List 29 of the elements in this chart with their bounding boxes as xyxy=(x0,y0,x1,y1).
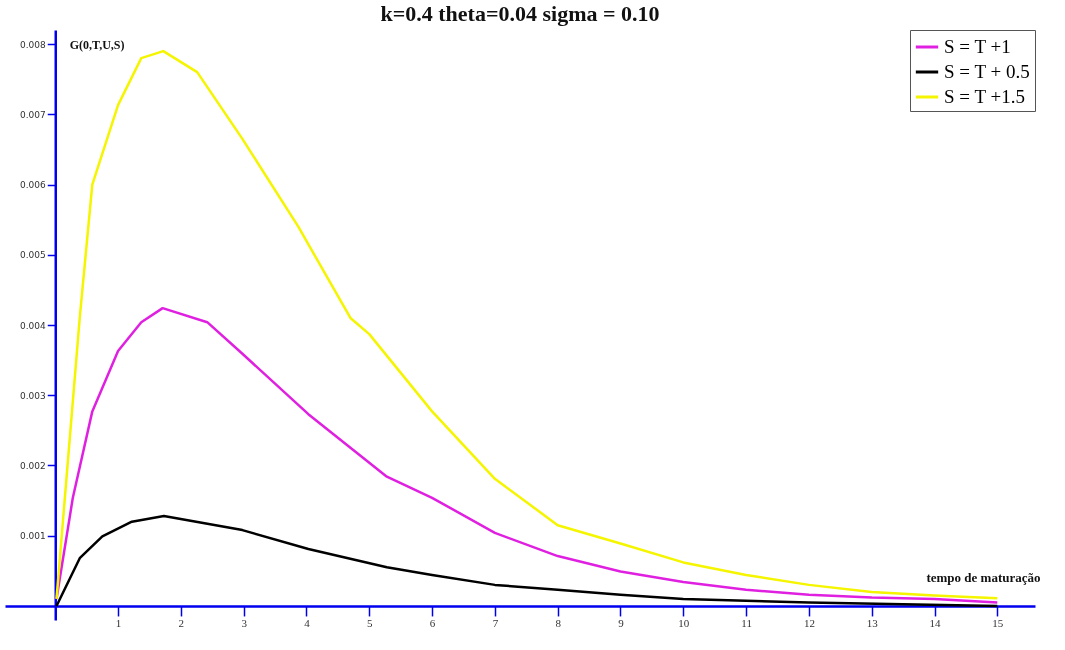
x-tick-label: 9 xyxy=(618,617,625,630)
x-tick-label: 6 xyxy=(429,617,436,630)
y-tick-label: 0.002 xyxy=(19,460,46,471)
x-tick-label: 8 xyxy=(555,617,562,630)
x-tick-label: 1 xyxy=(115,617,122,630)
y-tick-label: 0.008 xyxy=(19,39,47,50)
y-tick-label: 0.006 xyxy=(19,180,47,191)
y-tick-label: 0.005 xyxy=(19,250,46,261)
legend-label: S = T +1.5 xyxy=(944,86,1025,107)
x-tick-label: 5 xyxy=(367,617,374,630)
x-tick-label: 14 xyxy=(929,617,942,630)
y-tick-label: 0.003 xyxy=(19,390,46,401)
x-tick-label: 10 xyxy=(678,617,690,630)
x-tick-label: 2 xyxy=(178,617,185,630)
x-tick-label: 13 xyxy=(866,617,879,630)
y-tick-label: 0.004 xyxy=(19,320,47,331)
legend-label: S = T +1 xyxy=(944,36,1011,57)
x-tick-label: 4 xyxy=(304,617,311,630)
x-tick-label: 7 xyxy=(492,617,499,630)
x-tick-label: 15 xyxy=(992,617,1004,630)
y-axis-title: G(0,T,U,S) xyxy=(69,37,125,52)
legend-label: S = T + 0.5 xyxy=(944,61,1030,82)
y-tick-label: 0.007 xyxy=(19,109,46,120)
y-tick-label: 0.001 xyxy=(19,531,46,542)
x-tick-label: 12 xyxy=(803,617,815,630)
x-tick-label: 11 xyxy=(741,617,752,630)
x-tick-label: 3 xyxy=(241,617,248,630)
chart-title: k=0.4 theta=0.04 sigma = 0.10 xyxy=(380,0,660,26)
x-axis-title: tempo de maturação xyxy=(926,570,1041,586)
